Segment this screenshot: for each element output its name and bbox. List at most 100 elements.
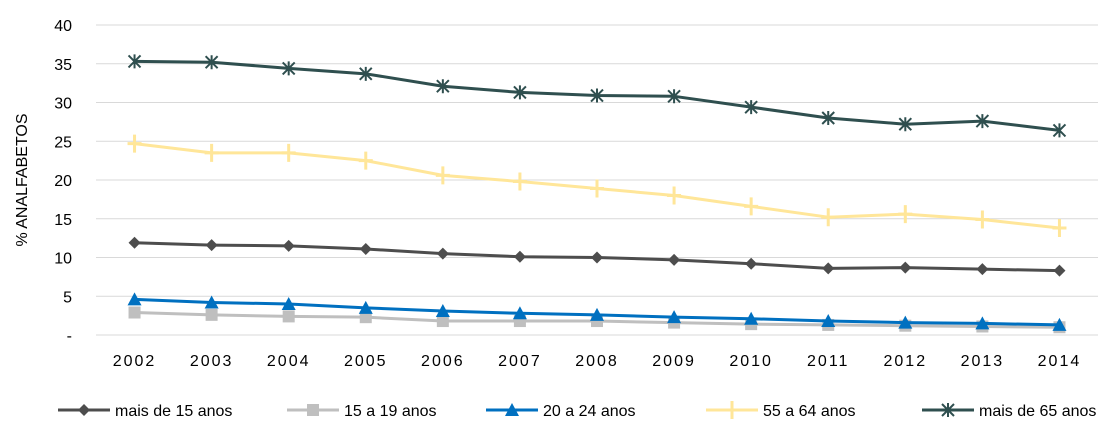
series-0 xyxy=(128,236,1066,277)
y-tick-label: 15 xyxy=(54,212,72,229)
data-point xyxy=(359,242,372,255)
y-tick-label: 40 xyxy=(54,18,72,35)
y-tick-label: 20 xyxy=(54,173,72,190)
data-point xyxy=(822,262,835,275)
x-tick-label: 2010 xyxy=(729,353,773,370)
data-point xyxy=(898,315,913,329)
x-tick-label: 2009 xyxy=(652,353,696,370)
series-4 xyxy=(127,54,1067,138)
y-tick-label: 25 xyxy=(54,134,72,151)
y-tick-label: 10 xyxy=(54,251,72,268)
data-point xyxy=(821,314,836,328)
data-point xyxy=(513,85,527,100)
data-point xyxy=(128,236,141,249)
data-point xyxy=(667,186,682,205)
legend-marker xyxy=(941,403,955,417)
legend-item: 20 a 24 anos xyxy=(486,403,636,420)
data-point xyxy=(281,61,296,76)
data-point xyxy=(590,307,604,321)
legend-label: 15 a 19 anos xyxy=(344,403,437,420)
x-tick-label: 2003 xyxy=(190,353,234,370)
series-3 xyxy=(127,134,1067,238)
data-point xyxy=(281,143,296,162)
data-point xyxy=(359,66,373,81)
data-point xyxy=(512,172,527,191)
x-tick-label: 2005 xyxy=(344,353,388,370)
legend-item: 55 a 64 anos xyxy=(706,401,856,420)
data-point xyxy=(435,303,450,317)
data-point xyxy=(204,295,219,309)
legend-marker xyxy=(78,404,90,416)
data-point xyxy=(204,55,219,70)
y-tick-label: 30 xyxy=(54,96,72,113)
legend-label: 20 a 24 anos xyxy=(543,403,636,420)
data-point xyxy=(667,310,682,324)
y-tick-label: 35 xyxy=(54,57,72,74)
data-point xyxy=(744,100,758,115)
y-axis: - 5 10 15 20 25 30 35 40 xyxy=(54,18,72,345)
data-point xyxy=(128,306,141,319)
data-point xyxy=(1052,219,1067,238)
legend-marker xyxy=(725,401,739,419)
x-tick-label: 2013 xyxy=(961,353,1005,370)
data-point xyxy=(591,251,603,264)
data-point xyxy=(513,250,526,263)
y-tick-label: 5 xyxy=(63,289,72,306)
x-tick-label: 2004 xyxy=(267,353,311,370)
data-point xyxy=(436,247,449,260)
legend-item: mais de 15 anos xyxy=(58,403,232,420)
x-tick-label: 2007 xyxy=(498,353,542,370)
data-point xyxy=(359,311,372,324)
data-point xyxy=(127,292,142,306)
x-tick-label: 2014 xyxy=(1038,353,1082,370)
x-tick-label: 2002 xyxy=(113,353,157,370)
data-point xyxy=(205,308,218,321)
data-point xyxy=(358,151,373,170)
data-point xyxy=(898,205,913,224)
data-point xyxy=(821,111,835,125)
y-axis-label: % ANALFABETOS xyxy=(14,113,31,246)
legend: mais de 15 anos 15 a 19 anos 20 a 24 anos 5… xyxy=(58,401,1096,420)
data-point xyxy=(898,117,913,132)
data-point xyxy=(744,197,759,216)
legend-marker xyxy=(307,404,319,416)
data-point xyxy=(1052,317,1067,331)
data-point xyxy=(899,261,912,274)
data-point xyxy=(1052,123,1067,138)
data-point xyxy=(512,306,527,320)
data-point xyxy=(976,263,989,276)
x-tick-label: 2006 xyxy=(421,353,465,370)
data-point xyxy=(281,297,296,310)
data-point xyxy=(590,179,604,198)
data-point xyxy=(1053,264,1066,277)
data-point xyxy=(282,239,295,252)
data-point xyxy=(205,239,218,252)
x-axis: 2002 2003 2004 2005 2006 2007 2008 2009 2010 2011… xyxy=(113,353,1082,370)
data-point xyxy=(744,311,759,325)
legend-label: mais de 65 anos xyxy=(979,403,1096,420)
data-point xyxy=(127,134,142,153)
data-point xyxy=(975,114,990,129)
x-tick-label: 2011 xyxy=(807,353,849,370)
legend-label: 55 a 64 anos xyxy=(763,403,856,420)
x-tick-label: 2008 xyxy=(575,353,619,370)
legend-item: 15 a 19 anos xyxy=(287,403,437,420)
data-point xyxy=(204,143,219,162)
data-point xyxy=(436,79,450,94)
y-tick-label: - xyxy=(67,328,72,345)
legend-label: mais de 15 anos xyxy=(115,403,232,420)
data-point xyxy=(127,54,142,69)
data-point xyxy=(358,300,373,314)
data-point xyxy=(745,257,758,270)
legend-item: mais de 65 anos xyxy=(922,403,1096,420)
data-point xyxy=(590,88,604,103)
series-2 xyxy=(127,292,1067,331)
data-point xyxy=(668,253,681,266)
data-point xyxy=(667,89,681,104)
data-point xyxy=(975,210,990,229)
data-point xyxy=(975,316,990,330)
data-point xyxy=(282,310,295,323)
x-tick-label: 2012 xyxy=(884,353,928,370)
series-lines xyxy=(127,54,1067,334)
